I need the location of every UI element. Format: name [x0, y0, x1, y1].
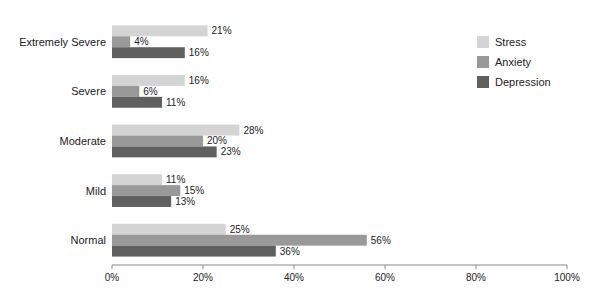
bar	[112, 75, 185, 86]
chart: 25%11%28%16%21%56%15%20%6%4%36%13%23%11%…	[0, 0, 589, 295]
bar	[112, 246, 276, 257]
data-label: 56%	[371, 235, 391, 246]
category-label: Severe	[71, 85, 106, 97]
data-label: 11%	[166, 97, 185, 108]
legend: Stress Anxiety Depression	[477, 36, 551, 88]
data-labels: 25%11%28%16%21%56%15%20%6%4%36%13%23%11%…	[134, 25, 391, 256]
bar	[112, 174, 162, 185]
x-axis: 0% 20% 40% 60% 80% 100%	[105, 265, 580, 283]
data-label: 23%	[221, 146, 241, 157]
data-label: 13%	[175, 196, 195, 207]
tick	[476, 265, 477, 269]
legend-label: Depression	[495, 76, 551, 88]
data-label: 21%	[212, 25, 232, 36]
data-label: 25%	[230, 224, 250, 235]
bar	[112, 36, 130, 47]
tick	[294, 265, 295, 269]
data-label: 20%	[207, 135, 227, 146]
data-label: 4%	[134, 36, 149, 47]
tick-label: 80%	[466, 272, 486, 283]
tick-label: 60%	[375, 272, 395, 283]
page: {"chart_data": {"type": "bar", "orientat…	[0, 0, 589, 295]
tick	[567, 265, 568, 269]
tick	[112, 265, 113, 269]
data-label: 6%	[143, 86, 158, 97]
data-label: 11%	[166, 174, 185, 185]
category-label: Extremely Severe	[19, 36, 106, 48]
bar	[112, 97, 162, 108]
bar	[112, 86, 139, 97]
tick-label: 20%	[193, 272, 213, 283]
tick	[385, 265, 386, 269]
bar	[112, 224, 226, 235]
data-label: 16%	[189, 75, 209, 86]
bar	[112, 47, 185, 58]
tick-label: 100%	[554, 272, 580, 283]
bar	[112, 146, 217, 157]
tick	[203, 265, 204, 269]
axis-line	[112, 265, 567, 266]
y-axis: Normal Mild Moderate Severe Extremely Severe	[19, 36, 106, 246]
bar	[112, 235, 367, 246]
legend-label: Anxiety	[495, 56, 532, 68]
category-label: Moderate	[60, 135, 106, 147]
legend-label: Stress	[495, 36, 527, 48]
data-label: 16%	[189, 47, 209, 58]
legend-swatch	[477, 76, 489, 88]
data-label: 28%	[243, 125, 263, 136]
category-label: Mild	[86, 185, 106, 197]
bar	[112, 25, 208, 36]
category-label: Normal	[71, 234, 106, 246]
bar	[112, 196, 171, 207]
bars	[112, 25, 367, 256]
bar	[112, 125, 239, 136]
data-label: 15%	[184, 185, 204, 196]
data-label: 36%	[280, 246, 300, 257]
tick-label: 40%	[284, 272, 304, 283]
bar	[112, 136, 203, 147]
bar	[112, 185, 180, 196]
legend-swatch	[477, 56, 489, 68]
legend-swatch	[477, 36, 489, 48]
tick-label: 0%	[105, 272, 120, 283]
